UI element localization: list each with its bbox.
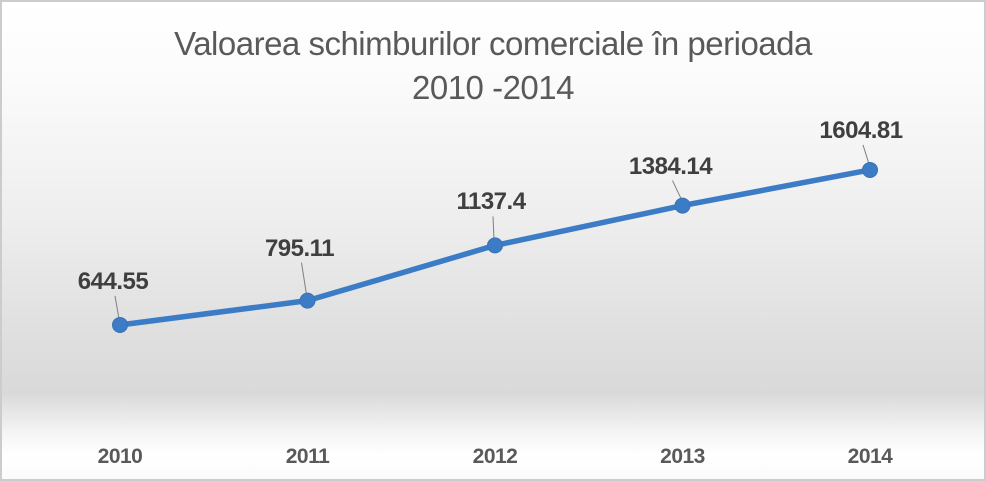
leader-line <box>114 295 120 320</box>
leader-line <box>492 216 495 240</box>
data-label-2012: 1137.4 <box>456 188 526 216</box>
data-point-marker <box>299 292 316 309</box>
data-point-marker <box>487 237 503 254</box>
chart-title-line-1: Valoarea schimburilor comerciale în peri… <box>174 25 812 62</box>
x-axis-label-2010: 2010 <box>97 445 143 468</box>
data-point-marker <box>674 197 691 214</box>
leader-line <box>301 262 307 295</box>
x-axis-label-2011: 2011 <box>285 445 330 468</box>
data-point-marker <box>862 161 878 178</box>
x-axis-label-2012: 2012 <box>472 445 518 468</box>
data-label-2011: 795.11 <box>264 234 335 262</box>
x-axis-label-2013: 2013 <box>660 445 705 468</box>
chart-title-line-2: 2010 -2014 <box>412 69 574 106</box>
leader-line <box>672 180 682 200</box>
leader-line <box>862 144 870 165</box>
data-point-marker <box>112 316 128 333</box>
x-axis-label-2014: 2014 <box>847 445 893 468</box>
data-label-2014: 1604.81 <box>819 116 903 144</box>
data-label-2013: 1384.14 <box>628 152 713 180</box>
chart-title: Valoarea schimburilor comerciale în peri… <box>2 22 984 110</box>
data-label-2010: 644.55 <box>77 267 149 295</box>
